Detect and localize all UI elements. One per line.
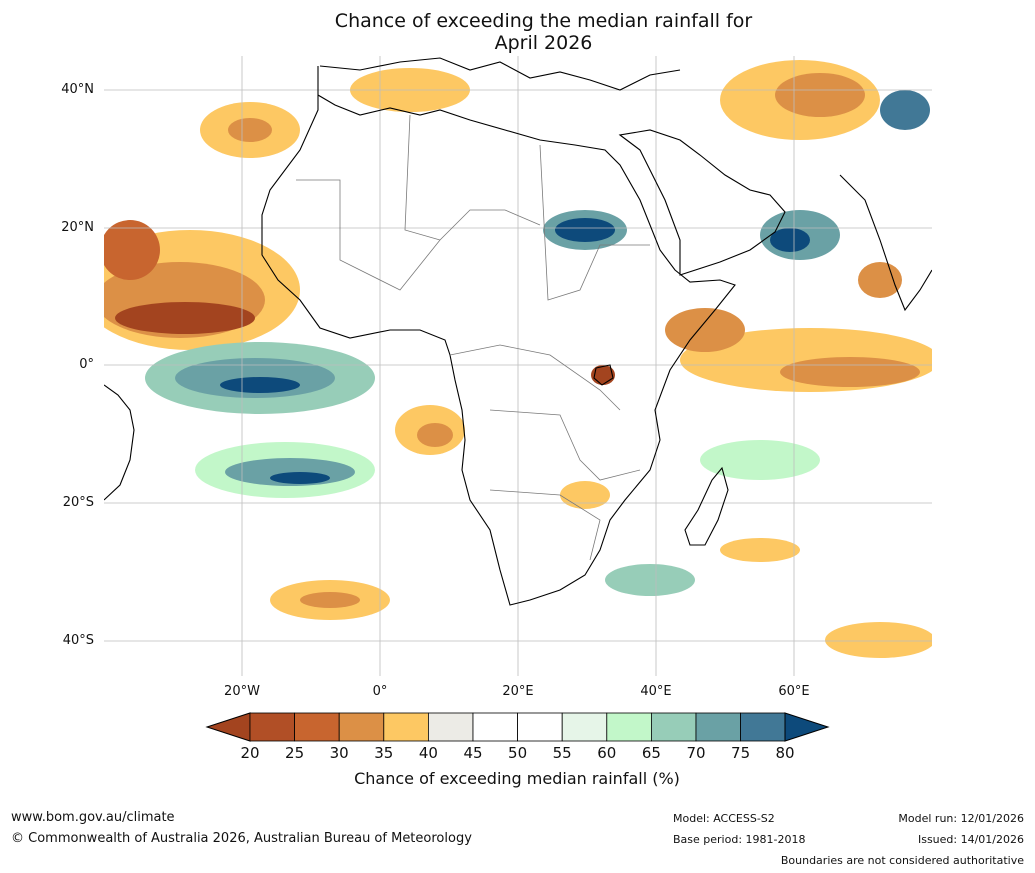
colorbar-tick-50: 50 xyxy=(508,744,528,762)
dry-region-zambia xyxy=(560,481,610,509)
lat-label-40n: 40°N xyxy=(61,82,94,97)
colorbar-segment-45-50 xyxy=(472,712,518,742)
footer-issued: Issued: 14/01/2026 xyxy=(917,833,1024,846)
dry-region-atlantic-north xyxy=(104,220,160,280)
coastline-lake-victoria xyxy=(593,364,614,386)
border-central-1 xyxy=(449,344,621,411)
map-title: Chance of exceeding the median rainfall … xyxy=(0,10,1035,54)
lat-label-0: 0° xyxy=(79,357,94,372)
colorbar-tick-75: 75 xyxy=(731,744,751,762)
coastlines xyxy=(104,57,932,606)
border-sahara-2 xyxy=(404,114,441,241)
colorbar-tick-70: 70 xyxy=(686,744,706,762)
dry-region-horn-of-africa xyxy=(665,308,745,352)
colorbar-segment-60-65 xyxy=(606,712,652,742)
colorbar-tick-25: 25 xyxy=(285,744,305,762)
dry-region-indian-ocean-core xyxy=(780,357,920,387)
footer-disclaimer: Boundaries are not considered authoritat… xyxy=(780,854,1024,867)
colorbar-over-arrow xyxy=(784,712,830,742)
coastline-india xyxy=(839,174,932,312)
wet-region-arabian-sea-core xyxy=(770,228,810,252)
title-line-2: April 2026 xyxy=(494,32,593,54)
footer-website: www.bom.gov.au/climate xyxy=(11,810,175,825)
colorbar-tick-20: 20 xyxy=(240,744,260,762)
lat-label-20n: 20°N xyxy=(61,220,94,235)
colorbar-tick-55: 55 xyxy=(552,744,572,762)
colorbar-title: Chance of exceeding median rainfall (%) xyxy=(354,769,680,788)
colorbar-segment-25-30 xyxy=(294,712,340,742)
border-central-2 xyxy=(489,409,641,481)
coastline-madagascar xyxy=(684,466,729,546)
anomaly-field xyxy=(104,60,932,658)
footer-copyright: © Commonwealth of Australia 2026, Austra… xyxy=(11,831,472,846)
border-sahara-3 xyxy=(539,144,650,301)
colorbar-segment-75-80 xyxy=(740,712,786,742)
lon-label-20w: 20°W xyxy=(224,684,260,699)
colorbar-tick-45: 45 xyxy=(463,744,483,762)
colorbar-segment-20-25 xyxy=(249,712,295,742)
lon-label-20e: 20°E xyxy=(502,684,534,699)
lat-label-20s: 20°S xyxy=(62,495,94,510)
coastline-europe xyxy=(319,57,681,91)
colorbar-segment-50-55 xyxy=(517,712,563,742)
colorbar-tick-65: 65 xyxy=(641,744,661,762)
wet-region-south-indian xyxy=(700,440,820,480)
wet-region-sahel-core xyxy=(555,218,615,242)
colorbar-tick-60: 60 xyxy=(597,744,617,762)
lat-label-40s: 40°S xyxy=(62,633,94,648)
lon-label-40e: 40°E xyxy=(640,684,672,699)
dry-region-atlantic-strong xyxy=(115,302,255,334)
dry-region-mid-atlantic-core xyxy=(228,118,272,142)
title-line-1: Chance of exceeding the median rainfall … xyxy=(334,10,753,32)
colorbar-tick-80: 80 xyxy=(775,744,795,762)
coastline-south-america xyxy=(104,384,135,501)
colorbar-segment-35-40 xyxy=(383,712,429,742)
colorbar-segment-65-70 xyxy=(651,712,697,742)
footer-base-period: Base period: 1981-2018 xyxy=(673,833,806,846)
colorbar xyxy=(205,712,830,742)
border-southern xyxy=(489,489,601,561)
colorbar-segment-30-35 xyxy=(338,712,385,742)
colorbar-under-arrow xyxy=(205,712,251,742)
dry-region-middle-east-core xyxy=(775,73,865,117)
wet-region-equatorial-atlantic-deep xyxy=(220,377,300,393)
colorbar-segment-55-60 xyxy=(561,712,608,742)
footer-model-run: Model run: 12/01/2026 xyxy=(898,812,1024,825)
graticule xyxy=(104,56,932,676)
colorbar-segment-40-45 xyxy=(427,712,474,742)
footer-model: Model: ACCESS-S2 xyxy=(673,812,775,825)
lon-label-0: 0° xyxy=(372,684,388,699)
dry-region-madagascar-east xyxy=(720,538,800,562)
colorbar-tick-35: 35 xyxy=(374,744,394,762)
coastline-africa xyxy=(261,66,736,606)
dry-region-congo-core xyxy=(417,423,453,447)
wet-region-south-atlantic-deep xyxy=(270,472,330,484)
country-borders xyxy=(296,114,650,561)
dry-region-south-indian xyxy=(825,622,932,658)
colorbar-segment-70-75 xyxy=(695,712,741,742)
colorbar-tick-40: 40 xyxy=(418,744,438,762)
wet-region-himalaya xyxy=(880,90,930,130)
coastline-arabia xyxy=(618,129,786,276)
wet-region-agulhas xyxy=(605,564,695,596)
lon-label-60e: 60°E xyxy=(778,684,810,699)
dry-region-south-atlantic-far-core xyxy=(300,592,360,608)
colorbar-tick-30: 30 xyxy=(329,744,349,762)
border-sahara-1 xyxy=(296,179,541,291)
dry-region-india xyxy=(858,262,902,298)
